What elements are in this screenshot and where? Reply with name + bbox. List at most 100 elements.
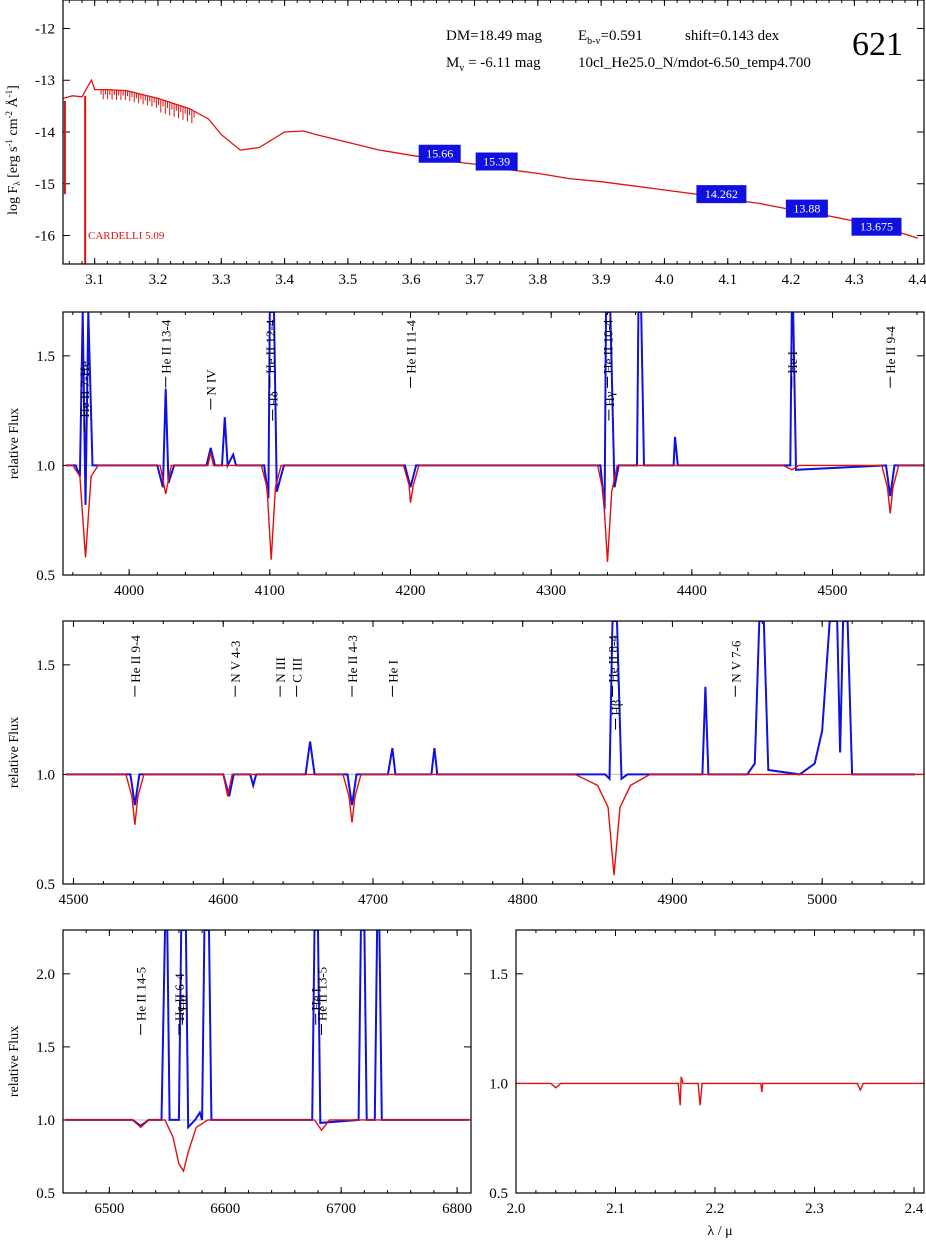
model-spectrum [66, 773, 924, 876]
x-tick-label: 4600 [208, 892, 238, 908]
y-tick-label: 1.5 [36, 1040, 55, 1056]
line-id-label: He II 10-4 [600, 319, 615, 374]
x-tick-label: 3.8 [528, 272, 547, 288]
x-tick-label: 6500 [94, 1201, 124, 1217]
model-name: 10cl_He25.0_N/mdot-6.50_temp4.700 [578, 55, 811, 71]
x-tick-label: 4.1 [718, 272, 737, 288]
shift-label: shift=0.143 dex [685, 28, 780, 44]
photometry-value: 13.675 [860, 220, 893, 234]
panel-blue: 4000 4100 4200 4300 4400 4500 1.5 1.0 0.5 relativ… [7, 311, 925, 599]
line-id-label: He II 4-3 [345, 635, 360, 683]
line-id-label: N V 7-6 [728, 640, 743, 683]
y-tick-label: 1.0 [36, 767, 55, 783]
x-tick-label: 4800 [508, 892, 538, 908]
y-axis-label: relative Flux [7, 717, 22, 788]
line-id-label: N V 4-3 [228, 641, 243, 683]
y-tick-label: -13 [35, 73, 55, 89]
star-id: 621 [852, 26, 903, 63]
line-id-label: N III [273, 657, 288, 683]
y-tick-label: -12 [35, 21, 55, 37]
y-tick-label: -16 [35, 229, 55, 245]
x-axis-label: λ / μ [707, 1224, 732, 1239]
x-tick-label: 4300 [536, 583, 566, 599]
line-id-label: He II 12-4 [263, 319, 278, 374]
y-tick-label: 1.0 [489, 1076, 508, 1092]
sed-ylabel: log Fλ [erg s-1 cm-2 Å-1] [4, 85, 22, 215]
x-tick-label: 3.9 [592, 272, 611, 288]
line-id-label: He I [309, 988, 324, 1011]
line-id-label: He II 8-4 [606, 635, 621, 683]
x-tick-label: 4500 [58, 892, 88, 908]
x-tick-label: 4.0 [655, 272, 674, 288]
photometry-badge [418, 144, 461, 163]
photometry-badge [851, 217, 902, 236]
x-tick-label: 2.0 [507, 1201, 526, 1217]
distance-modulus: DM=18.49 mag [446, 28, 542, 44]
x-tick-label: 4200 [395, 583, 425, 599]
x-tick-label: 3.6 [402, 272, 421, 288]
photometry-badge [785, 199, 828, 218]
line-id-label: Hδ [266, 391, 281, 407]
x-tick-label: 4.4 [908, 272, 926, 288]
line-id-label: He II 6-4 [172, 973, 187, 1021]
absolute-magnitude: Mv = -6.11 mag [446, 55, 541, 74]
x-tick-label: 4.2 [782, 272, 801, 288]
y-tick-label: 0.5 [489, 1186, 508, 1202]
model-spectrum [516, 1076, 924, 1106]
line-id-label: He II 13-5 [314, 967, 329, 1021]
line-id-label: He II 9-4 [883, 326, 898, 374]
x-tick-label: 2.1 [606, 1201, 625, 1217]
x-tick-label: 4900 [657, 892, 687, 908]
x-tick-label: 3.3 [212, 272, 231, 288]
x-tick-label: 4700 [358, 892, 388, 908]
photometry-value: 15.39 [483, 155, 510, 169]
sed-absorption-forest [100, 89, 195, 124]
observed-spectrum [65, 312, 924, 510]
header-info: DM=18.49 mag Eb-v=0.591 shift=0.143 dex … [88, 26, 903, 242]
y-tick-label: 1.5 [36, 349, 55, 365]
x-tick-label: 6800 [442, 1201, 472, 1217]
cardelli-label: CARDELLI 5.09 [88, 230, 165, 242]
x-tick-label: 5000 [807, 892, 837, 908]
panel-sed: 3.1 3.2 3.3 3.4 3.5 3.6 3.7 3.8 3.9 4.0 4.1 4.2 4.3 4… [35, 0, 926, 288]
x-tick-label: 4.3 [845, 272, 864, 288]
photometry-value: 14.262 [705, 187, 738, 201]
panel-green: 4500 4600 4700 4800 4900 5000 1.5 1.0 0.5 relativ… [7, 620, 925, 908]
panel-ir: 2.0 2.1 2.2 2.3 2.4 1.5 1.0 0.5 λ / μ [489, 929, 925, 1239]
line-id-label: He II 13-4 [159, 319, 174, 374]
y-axis-label: relative Flux [7, 408, 22, 479]
y-tick-label: 0.5 [36, 568, 55, 584]
panel-frame [515, 929, 925, 1194]
y-tick-label: 1.5 [36, 658, 55, 674]
panel-frame [62, 929, 472, 1194]
x-tick-label: 4000 [114, 583, 144, 599]
photometry-value: 15.66 [426, 147, 453, 161]
observed-spectrum [66, 621, 915, 806]
panel-frame [62, 0, 925, 265]
photometry-value: 13.88 [793, 202, 820, 216]
model-spectrum [65, 1119, 469, 1173]
x-tick-label: 3.2 [149, 272, 168, 288]
x-tick-label: 2.3 [805, 1201, 824, 1217]
x-tick-label: 6600 [210, 1201, 240, 1217]
x-tick-label: 3.7 [465, 272, 484, 288]
x-tick-label: 2.4 [905, 1201, 924, 1217]
panel-frame [62, 311, 925, 576]
y-tick-label: 1.0 [36, 458, 55, 474]
y-tick-label: 0.5 [36, 1186, 55, 1202]
panel-frame [62, 620, 925, 885]
line-id-label: He II 9-4 [128, 635, 143, 683]
y-tick-label: -15 [35, 177, 55, 193]
line-id-label: Hγ [602, 391, 617, 406]
panel-red: 6500 6600 6700 6800 2.0 1.5 1.0 0.5 relative Flu… [7, 929, 472, 1217]
x-tick-label: 3.1 [85, 272, 104, 288]
panels: 3.1 3.2 3.3 3.4 3.5 3.6 3.7 3.8 3.9 4.0 4.1 4.2 4.3 4… [7, 0, 926, 1239]
x-tick-label: 3.5 [339, 272, 358, 288]
x-tick-label: 4500 [818, 583, 848, 599]
x-tick-label: 6700 [326, 1201, 356, 1217]
line-id-label: Hα [175, 994, 190, 1010]
extinction-label: Eb-v=0.591 [578, 28, 643, 47]
photometry-badge [475, 152, 518, 171]
line-id-label: Hβ [609, 699, 624, 715]
